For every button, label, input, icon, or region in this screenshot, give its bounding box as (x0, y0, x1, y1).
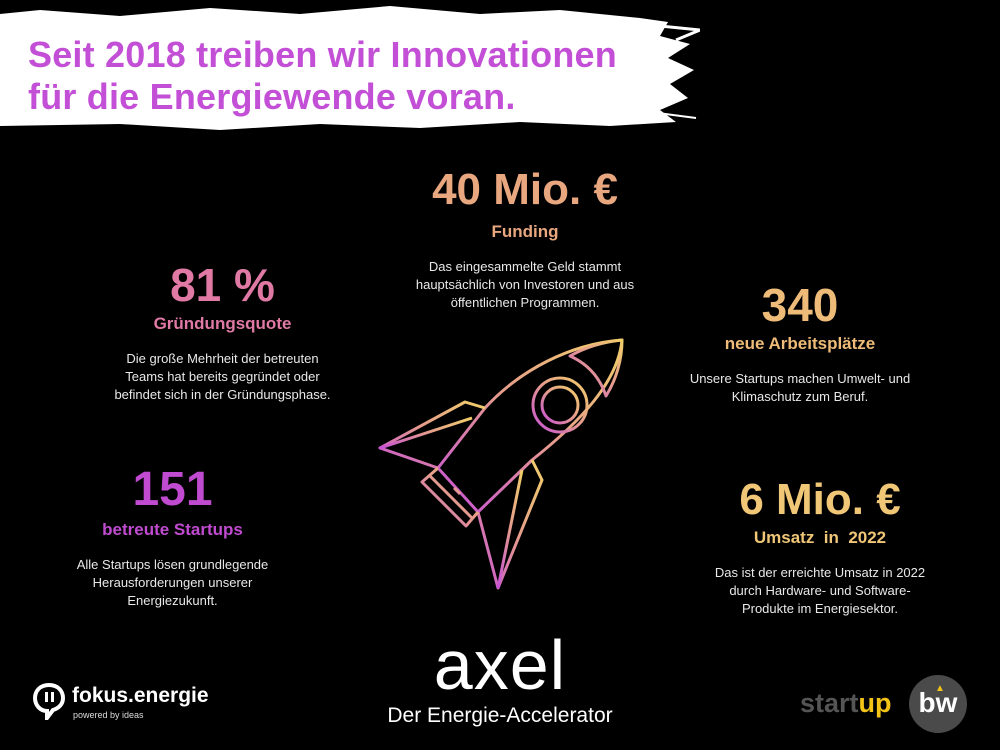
axel-wordmark: axel (433, 626, 567, 704)
stat-founding-rate-value: 81 % (170, 259, 275, 311)
desc-line: Die große Mehrheit der betreuten (126, 351, 319, 366)
stat-revenue-value: 6 Mio. € (739, 475, 901, 524)
headline-line-2: für die Energiewende voran. (28, 76, 516, 117)
stat-startups-label: betreute Startups (102, 520, 243, 539)
axel-tagline: Der Energie-Accelerator (387, 704, 613, 727)
fokus-energie-tagline: powered by ideas (73, 710, 144, 720)
bw-badge: bw ▲ (909, 675, 967, 733)
desc-line: Herausforderungen unserer (92, 575, 253, 590)
desc-line: Das ist der erreichte Umsatz in 2022 (714, 565, 926, 580)
stat-funding-label: Funding (491, 222, 559, 241)
fokus-energie-name: fokus.energie (72, 684, 209, 707)
startup-word-start: start (800, 688, 859, 718)
stat-founding-rate-desc: Die große Mehrheit der betreuten Teams h… (90, 350, 355, 404)
speech-bubble-icon (32, 682, 66, 720)
stat-revenue-label: Umsatz in 2022 (753, 528, 887, 547)
stat-jobs-value: 340 (761, 279, 839, 331)
startup-bw-wordmark: startup (800, 688, 892, 719)
stat-founding-rate: 81 % Gründungsquote Die große Mehrheit d… (90, 262, 355, 404)
desc-line: befindet sich in der Gründungsphase. (114, 387, 331, 402)
desc-line: Das eingesammelte Geld stammt (428, 259, 622, 274)
desc-line: durch Hardware- und Software- (729, 583, 911, 598)
desc-line: Produkte im Energiesektor. (741, 601, 899, 616)
desc-line: hauptsächlich von Investoren und aus (415, 277, 635, 292)
stat-jobs: 340 neue Arbeitsplätze Unsere Startups m… (670, 282, 930, 406)
stat-funding: 40 Mio. € Funding Das eingesammelte Geld… (390, 168, 660, 312)
desc-line: Alle Startups lösen grundlegende (76, 557, 269, 572)
rocket-icon (378, 338, 624, 590)
desc-line: Klimaschutz zum Beruf. (731, 389, 869, 404)
bw-accent-mark: ▲ (935, 683, 945, 694)
stat-revenue-desc: Das ist der erreichte Umsatz in 2022 dur… (690, 564, 950, 618)
stat-startups-value: 151 (132, 463, 213, 516)
stat-revenue: 6 Mio. € Umsatz in 2022 Das ist der erre… (690, 478, 950, 618)
desc-line: Energiezukunft. (127, 593, 218, 608)
stat-funding-desc: Das eingesammelte Geld stammt hauptsächl… (390, 258, 660, 312)
stat-startups: 151 betreute Startups Alle Startups löse… (55, 466, 290, 610)
desc-line: Teams hat bereits gegründet oder (125, 369, 320, 384)
desc-line: öffentlichen Programmen. (450, 295, 600, 310)
headline-line-1: Seit 2018 treiben wir Innovationen (28, 34, 617, 75)
startup-word-up: up (858, 688, 892, 718)
axel-logo: axel Der Energie-Accelerator (380, 630, 620, 728)
desc-line: Unsere Startups machen Umwelt- und (689, 371, 911, 386)
stat-jobs-label: neue Arbeitsplätze (724, 334, 876, 353)
stat-funding-value: 40 Mio. € (432, 165, 618, 214)
page-headline: Seit 2018 treiben wir Innovationen für d… (28, 34, 617, 118)
stat-jobs-desc: Unsere Startups machen Umwelt- und Klima… (670, 370, 930, 406)
headline-banner-brush (0, 6, 700, 130)
stat-founding-rate-label: Gründungsquote (153, 314, 292, 333)
bw-badge-text: bw (918, 687, 958, 718)
stat-startups-desc: Alle Startups lösen grundlegende Herausf… (55, 556, 290, 610)
